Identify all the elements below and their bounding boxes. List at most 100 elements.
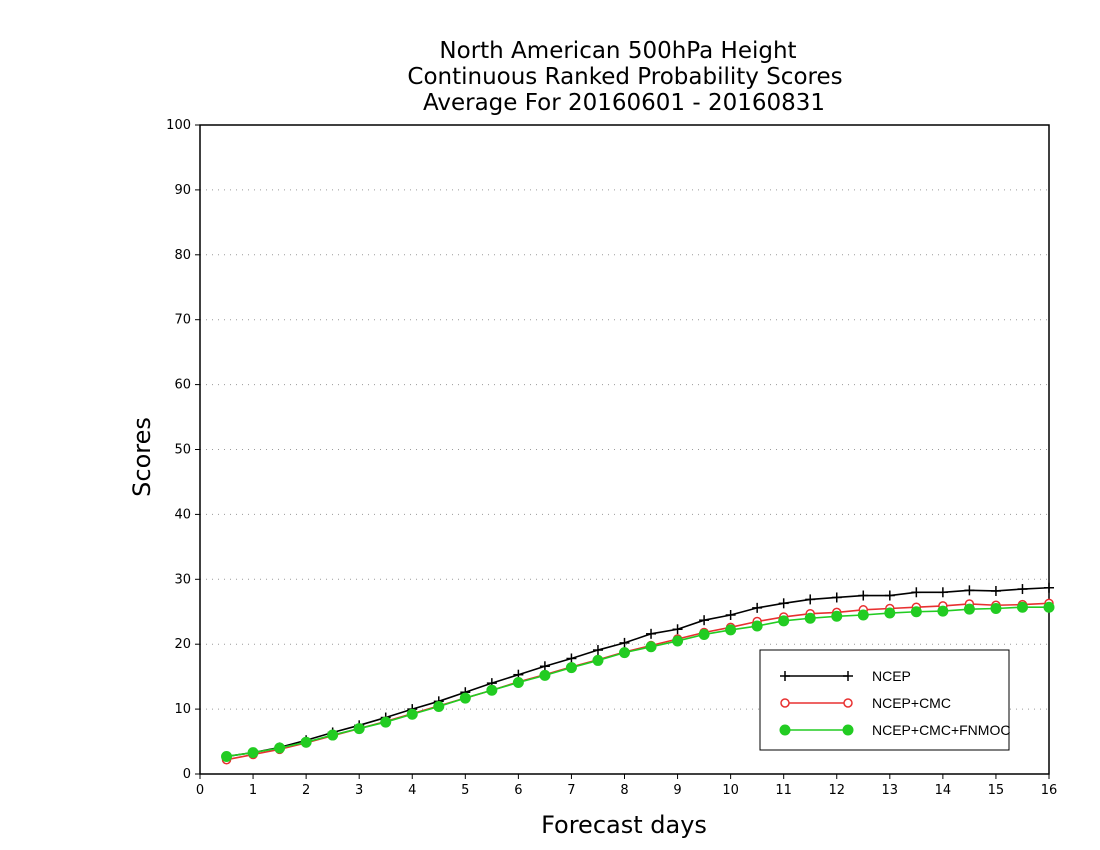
data-point-ncep-cmc-fnmoc xyxy=(778,615,790,627)
title-line-2: Continuous Ranked Probability Scores xyxy=(407,64,842,90)
title-line-1: North American 500hPa Height xyxy=(439,38,796,64)
data-point-ncep-cmc-fnmoc xyxy=(380,716,392,728)
x-tick-label: 7 xyxy=(567,783,575,798)
data-point-ncep xyxy=(646,628,657,639)
x-tick-label: 8 xyxy=(620,783,628,798)
data-point-ncep-cmc-fnmoc xyxy=(565,662,577,674)
data-point-ncep xyxy=(990,585,1001,596)
data-point-ncep-cmc-fnmoc xyxy=(1016,601,1028,613)
data-point-ncep xyxy=(805,594,816,605)
series-lines xyxy=(221,582,1055,765)
axis-ticks: 0 1 2 3 4 5 6 7 8 9 10 11 12 13 14 15 160102030405060708… xyxy=(166,118,1057,798)
data-point-ncep-cmc-fnmoc xyxy=(672,635,684,647)
legend-marker-ncep-cmc xyxy=(780,698,790,708)
data-point-ncep-cmc-fnmoc xyxy=(247,747,259,759)
data-point-ncep xyxy=(858,590,869,601)
legend: NCEP NCEP+CMC NCEP+CMC+FNMOC xyxy=(759,649,1010,751)
legend-label-ncep-cmc: NCEP+CMC xyxy=(872,695,951,711)
data-point-ncep-cmc-fnmoc xyxy=(857,609,869,621)
data-point-ncep-cmc-fnmoc xyxy=(459,692,471,704)
legend-label-ncep-cmc-fnmoc: NCEP+CMC+FNMOC xyxy=(872,722,1010,738)
data-point-ncep-cmc-fnmoc xyxy=(804,612,816,624)
data-point-ncep-cmc-fnmoc xyxy=(698,628,710,640)
data-point-ncep xyxy=(1044,582,1054,593)
x-tick-label: 16 xyxy=(1041,783,1058,798)
data-point-ncep xyxy=(725,609,736,620)
y-tick-label: 20 xyxy=(174,637,191,652)
data-point-ncep-cmc-fnmoc xyxy=(486,684,498,696)
data-point-ncep xyxy=(539,661,550,672)
legend-marker-ncep xyxy=(780,671,790,681)
x-tick-label: 13 xyxy=(882,783,899,798)
y-tick-label: 70 xyxy=(174,313,191,328)
chart-title: North American 500hPa Height Continuous … xyxy=(407,38,842,116)
data-point-ncep-cmc-fnmoc xyxy=(353,723,365,735)
legend-marker-ncep-cmc-fnmoc xyxy=(779,724,791,736)
legend-marker-ncep-cmc-fnmoc xyxy=(842,724,854,736)
data-point-ncep-cmc-fnmoc xyxy=(406,708,418,720)
data-point-ncep-cmc-fnmoc xyxy=(937,605,949,617)
x-tick-label: 15 xyxy=(988,783,1005,798)
y-tick-label: 80 xyxy=(174,248,191,263)
legend-marker-ncep xyxy=(843,671,853,681)
data-point-ncep xyxy=(699,615,710,626)
x-axis-label: Forecast days xyxy=(541,811,707,839)
y-tick-label: 100 xyxy=(166,118,191,133)
data-point-ncep-cmc-fnmoc xyxy=(300,736,312,748)
y-tick-label: 0 xyxy=(183,767,191,782)
data-point-ncep xyxy=(566,653,577,664)
y-tick-label: 60 xyxy=(174,378,191,393)
x-tick-label: 12 xyxy=(828,783,845,798)
x-tick-label: 14 xyxy=(935,783,952,798)
title-line-3: Average For 20160601 - 20160831 xyxy=(423,90,825,116)
data-point-ncep-cmc-fnmoc xyxy=(619,647,630,659)
legend-marker-ncep-cmc xyxy=(843,698,853,708)
x-tick-label: 9 xyxy=(673,783,681,798)
y-axis-label: Scores xyxy=(128,417,156,497)
data-point-ncep-cmc-fnmoc xyxy=(433,701,445,713)
data-point-ncep xyxy=(1017,584,1028,595)
data-point-ncep xyxy=(964,585,975,596)
x-tick-label: 5 xyxy=(461,783,469,798)
x-tick-label: 2 xyxy=(302,783,310,798)
data-point-ncep-cmc-fnmoc xyxy=(910,606,922,618)
x-tick-label: 6 xyxy=(514,783,522,798)
data-point-ncep xyxy=(937,587,948,598)
x-tick-label: 1 xyxy=(249,783,257,798)
y-tick-label: 30 xyxy=(174,572,191,587)
data-point-ncep xyxy=(778,598,789,609)
data-point-ncep-cmc-fnmoc xyxy=(221,750,233,762)
gridlines xyxy=(200,189,1049,710)
x-tick-label: 4 xyxy=(408,783,416,798)
data-point-ncep-cmc-fnmoc xyxy=(884,607,896,619)
legend-label-ncep: NCEP xyxy=(872,668,911,684)
data-point-ncep-cmc-fnmoc xyxy=(751,620,763,632)
y-tick-label: 40 xyxy=(174,507,191,522)
data-point-ncep-cmc-fnmoc xyxy=(725,624,737,636)
data-point-ncep xyxy=(752,602,763,613)
data-point-ncep-cmc-fnmoc xyxy=(274,742,286,754)
data-point-ncep xyxy=(672,624,683,635)
x-tick-label: 11 xyxy=(775,783,792,798)
data-point-ncep xyxy=(831,592,842,603)
x-tick-label: 0 xyxy=(196,783,204,798)
y-tick-label: 10 xyxy=(174,702,191,717)
y-tick-label: 90 xyxy=(174,183,191,198)
data-point-ncep-cmc-fnmoc xyxy=(512,676,524,688)
data-point-ncep-cmc-fnmoc xyxy=(990,603,1002,615)
x-tick-label: 3 xyxy=(355,783,363,798)
legend-box xyxy=(759,649,1010,751)
data-point-ncep-cmc-fnmoc xyxy=(831,610,843,622)
data-point-ncep xyxy=(619,637,630,648)
series-ncep-cmc-fnmoc xyxy=(221,601,1055,762)
y-tick-label: 50 xyxy=(174,443,191,458)
series-ncep xyxy=(221,582,1054,762)
data-point-ncep-cmc-fnmoc xyxy=(1043,601,1055,613)
x-tick-label: 10 xyxy=(722,783,739,798)
data-point-ncep-cmc-fnmoc xyxy=(327,729,339,741)
data-point-ncep xyxy=(911,587,922,598)
data-point-ncep-cmc-fnmoc xyxy=(645,641,657,653)
data-point-ncep-cmc-fnmoc xyxy=(963,603,975,615)
data-point-ncep xyxy=(884,590,895,601)
